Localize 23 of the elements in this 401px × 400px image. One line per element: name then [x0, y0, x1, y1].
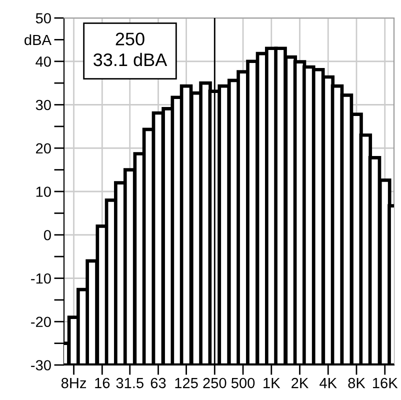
x-tick-label: 16: [95, 378, 110, 388]
x-tick-label: 2K: [292, 378, 309, 388]
y-tick-label: -10: [31, 273, 51, 284]
y-tick-label: 50: [36, 13, 51, 24]
y-tick-label: 30: [36, 100, 51, 110]
x-tick-label: 8K: [348, 378, 366, 388]
y-tick-label: 10: [36, 186, 51, 197]
x-tick-label: 125: [175, 378, 198, 388]
y-tick-label: -30: [31, 360, 51, 370]
x-tick-label: 500: [231, 378, 255, 388]
x-tick-label: 63: [150, 378, 166, 388]
x-tick-label: 16K: [373, 378, 398, 388]
x-tick-label: 4K: [320, 378, 337, 388]
x-tick-label: 1K: [264, 378, 280, 388]
x-tick-label: 250: [203, 378, 226, 388]
x-tick-label: 31.5: [116, 378, 144, 388]
y-tick-label: 0: [44, 230, 51, 240]
y-tick-label: 40: [36, 56, 51, 67]
y-tick-label: dBA: [24, 34, 52, 46]
x-tick-label: 8Hz: [61, 378, 86, 388]
y-tick-label: -20: [31, 316, 51, 328]
annotation: 250 33.1 dBA: [94, 32, 168, 66]
y-tick-label: 20: [36, 143, 51, 154]
